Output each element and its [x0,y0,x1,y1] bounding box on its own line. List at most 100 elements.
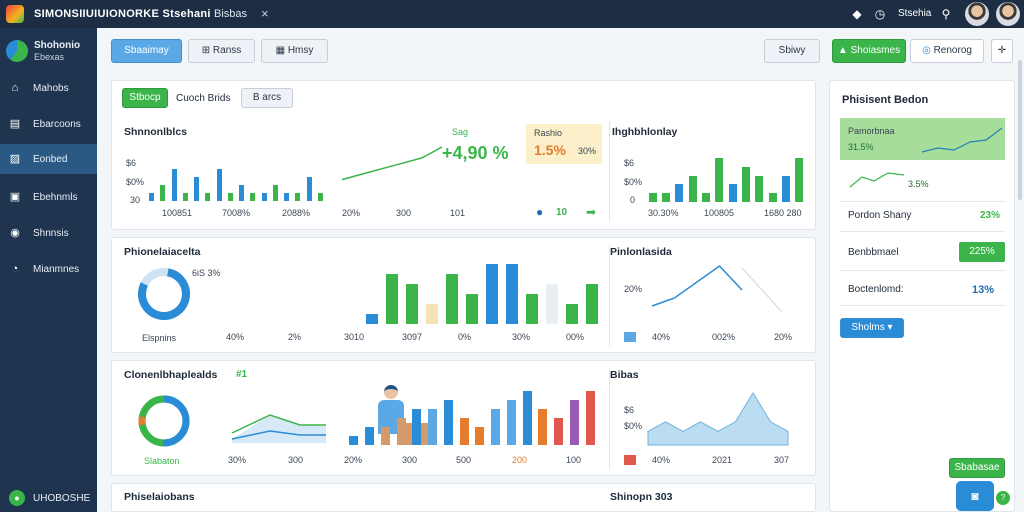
ratio-label: Rashio [534,128,563,138]
app-logo-icon [6,5,24,23]
chart-bar [648,193,657,202]
stat-row-badge: 225% [959,242,1005,262]
stat-row-value: 13% [972,284,995,296]
stat-row-label: Boctenlomd: [848,284,904,295]
row2-card: Phionelaiacelta 6iS 3% Elspnins 40% 2% 3… [111,237,816,353]
plus-icon: ▲ [837,45,851,56]
close-tab-icon[interactable]: × [261,6,269,21]
x-tick: 307 [774,455,790,465]
chart-bar [491,409,501,445]
sidebar-item-5[interactable]: ◉ Shnnsis [0,218,97,248]
user-name[interactable]: Stsehia [898,8,932,19]
row1-right-title: Ihghbhlonlay [612,126,678,138]
row4-left-title: Phiselaiobans [124,491,195,503]
chart-bar [428,409,438,445]
avatar-secondary[interactable] [996,2,1020,26]
x-tick: 00% [566,332,585,342]
row2-left-title: Phionelaiacelta [124,246,201,258]
x-tick: 002% [712,332,736,342]
toolbar-button-primary[interactable]: ▲ Shoiasmes [832,39,906,63]
row1-left-title: Shnnonlblcs [124,126,187,138]
toolbar-button-label: Ranss [212,45,242,56]
stat-row-label: Benbbmael [848,247,899,258]
divider [840,270,1005,271]
toolbar-button-reports[interactable]: ⊞ Ranss [188,39,255,63]
toolbar-button-summary[interactable]: Sbaaimay [111,39,182,63]
bookmark-icon[interactable]: ● [536,205,544,219]
chip-button[interactable]: B arcs [241,88,293,108]
sidebar-item-1[interactable]: ⌂ Mahobs [0,73,97,103]
clock-icon[interactable]: ◷ [874,7,886,21]
divider [609,369,610,469]
area-line-blue [231,430,326,440]
toolbar-button-history[interactable]: ▦ Hmsy [261,39,328,63]
list-icon: ▣ [9,191,21,203]
panel-float-button[interactable]: Sbabasae [949,458,1005,478]
chart-bar [546,284,558,324]
scrollbar[interactable] [1018,60,1022,200]
toolbar-button-report[interactable]: ◎ Renorog [910,39,984,63]
sidebar-item-label: Ebarcoons [33,119,81,130]
x-tick: 3010 [344,332,365,342]
donut-footer: Slabaton [144,456,180,466]
panel-dropdown[interactable]: Sholms ▾ [840,318,904,338]
avatar[interactable] [965,2,989,26]
divider [840,305,1005,306]
sidebar-item-6[interactable]: ◔ Mianmnes [0,254,97,284]
dropdown-label: Sholms [851,322,885,333]
shield-icon[interactable]: ◆ [852,7,862,21]
row3-right-title: Bibas [610,369,639,381]
chart-bar [160,185,166,201]
right-panel: Phisisent Bedon Pamorbnaa 31.5% 3.5% Por… [829,80,1015,512]
x-tick: 300 [288,455,304,465]
chart-bar [227,193,233,201]
chart-bar [585,391,595,445]
sidebar-footer[interactable]: ● UHOBOSHE [0,484,97,512]
toolbar-button-label: Hmsy [287,45,314,56]
chart-bar [272,185,278,201]
donut-label: 6iS 3% [192,268,221,278]
x-tick: 7008% [222,208,251,218]
chart-bar [194,177,200,201]
chat-button-icon[interactable]: ◙ [956,481,994,511]
line-chart-row2 [651,265,783,313]
chart-bar [466,294,478,324]
footer-value: 10 [556,207,568,218]
sidebar-item-2[interactable]: ▤ Ebarcoons [0,109,97,139]
chart-bar [662,193,670,202]
chart-bar [284,193,290,201]
chart-bar [412,409,422,445]
sidebar-item-4[interactable]: ▣ Ebehnmls [0,182,97,212]
donut-segment [138,395,190,447]
x-tick: 500 [456,455,472,465]
toolbar-button-label: Renorog [933,45,972,56]
chart-bar [216,169,222,201]
chart-bar [569,400,579,445]
sidebar-brand[interactable]: Shohonio Ebexas [6,38,94,68]
sidebar-item-label: Mianmnes [33,264,80,275]
sparkline-series [849,172,905,188]
kpi-label: Sag [452,127,469,137]
area-chart-small [231,414,326,443]
toolbar-button-label: Shoiasmes [850,45,901,56]
location-icon[interactable]: ⚲ [941,7,951,21]
chart-bar [171,169,177,201]
x-tick: 40% [652,455,671,465]
export-icon[interactable]: ➡ [586,205,597,219]
chart-bar [475,427,485,445]
chip-active[interactable]: Stbocp [122,88,168,108]
chart-bar [782,175,790,202]
chart-bars-2 [646,149,806,202]
expand-icon[interactable]: ✛ [991,39,1013,63]
help-icon[interactable]: ? [996,491,1010,505]
chart-bars-4 [346,391,598,445]
ratio-box: Rashio 1.5% 30% [526,124,602,164]
app-title: SIMONSIIUIUIONORKE Stsehani [34,8,211,20]
green-box-value: 31.5% [848,142,874,152]
sidebar-item-label: Shnnsis [33,228,69,239]
toolbar-button-show[interactable]: Sbiwy [764,39,820,63]
table-icon: ▦ [275,45,288,56]
sidebar-item-3[interactable]: ▨ Eonbed [0,144,97,174]
tab-title[interactable]: Bisbas [214,8,248,20]
chip-text[interactable]: Cuoch Brids [176,93,231,104]
